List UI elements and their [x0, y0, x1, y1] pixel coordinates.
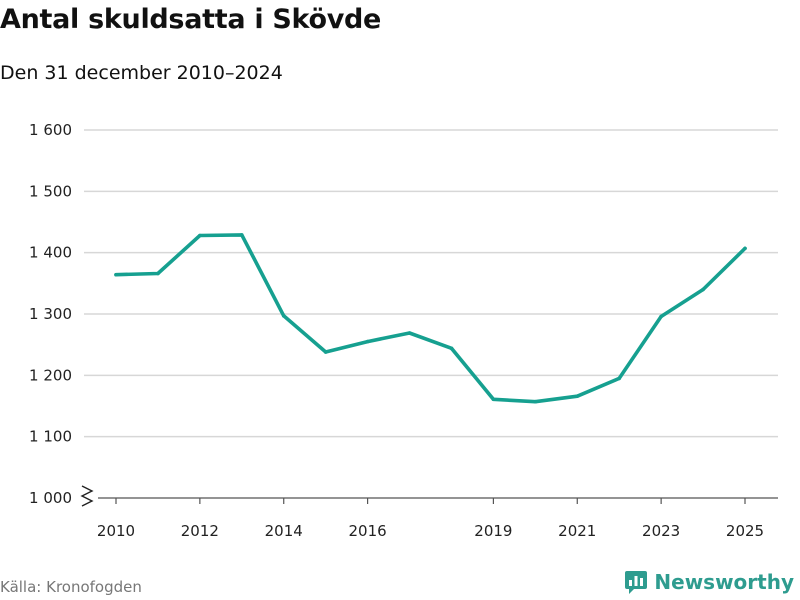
series-layer [114, 233, 747, 404]
y-tick-label: 1 400 [29, 244, 72, 262]
data-point [240, 233, 244, 237]
x-axis [80, 485, 778, 507]
y-axis-tick-labels: 1 000 1 100 1 200 1 300 1 400 1 500 1 600 [29, 121, 72, 507]
brand-name: Newsworthy [654, 570, 794, 594]
series-line [114, 233, 747, 404]
y-tick-label: 1 600 [29, 121, 72, 139]
x-axis-tick-labels: 2010 2012 2014 2016 2019 2021 2023 2025 [97, 498, 764, 540]
gridlines [84, 129, 778, 438]
source-note: Källa: Kronofogden [0, 578, 142, 596]
data-point [365, 339, 370, 344]
y-tick-label: 1 200 [29, 366, 72, 384]
x-tick-label: 2021 [558, 522, 596, 540]
x-tick-label: 2010 [97, 522, 135, 540]
x-tick-label: 2012 [181, 522, 219, 540]
x-tick-label: 2023 [642, 522, 680, 540]
newsworthy-logo-icon [625, 571, 648, 594]
axis-break-icon [80, 485, 94, 507]
x-tick-label: 2025 [726, 522, 764, 540]
data-point [449, 346, 454, 351]
data-point [156, 271, 160, 276]
chart-title: Antal skuldsatta i Skövde [0, 4, 382, 35]
data-point [114, 272, 118, 277]
data-point [281, 314, 286, 318]
x-tick-label: 2019 [474, 522, 512, 540]
brand-logo: Newsworthy [624, 569, 794, 595]
y-tick-label: 1 300 [29, 305, 72, 323]
data-point [617, 376, 621, 381]
chart-subtitle: Den 31 december 2010–2024 [0, 62, 283, 84]
y-tick-label: 1 000 [29, 489, 72, 507]
data-point [659, 314, 663, 319]
data-point [743, 246, 747, 251]
data-point [491, 397, 496, 402]
data-point [533, 399, 538, 404]
y-tick-label: 1 100 [29, 428, 72, 446]
data-point [701, 287, 705, 292]
x-tick-label: 2016 [349, 522, 387, 540]
data-point [575, 394, 580, 398]
data-point [323, 350, 328, 354]
x-tick-label: 2014 [265, 522, 303, 540]
y-tick-label: 1 500 [29, 182, 72, 200]
data-point [198, 233, 202, 238]
data-point [407, 331, 412, 335]
